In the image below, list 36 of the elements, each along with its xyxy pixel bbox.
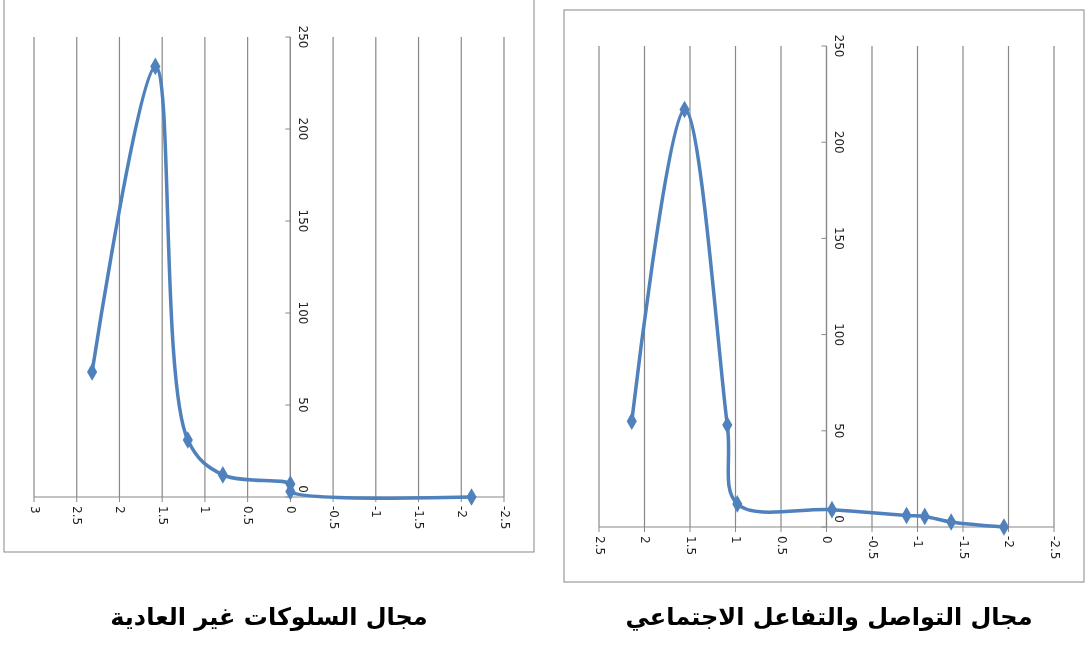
- x-tick-label: 1.5: [683, 536, 698, 556]
- y-tick-label: 50: [295, 397, 310, 413]
- y-tick-label: 100: [832, 323, 846, 347]
- x-tick-label: 2: [638, 536, 652, 544]
- x-tick-label: 1: [198, 506, 213, 514]
- y-tick-label: 0: [295, 485, 310, 493]
- x-tick-label: 2.5: [70, 506, 85, 526]
- x-tick-label: 2: [112, 506, 127, 514]
- x-tick-label: -0.5: [326, 506, 341, 530]
- y-tick-label: 100: [295, 301, 310, 325]
- y-tick-label: 150: [832, 226, 846, 250]
- x-tick-label: -2: [1002, 536, 1016, 548]
- y-tick-label: 150: [295, 209, 310, 233]
- x-tick-label: -2.5: [1047, 536, 1062, 560]
- x-tick-label: -0.5: [865, 536, 880, 560]
- x-tick-label: 3: [27, 506, 42, 514]
- x-tick-label: 0: [820, 536, 834, 544]
- x-tick-label: -1: [369, 506, 384, 518]
- y-tick-label: 50: [832, 423, 846, 439]
- x-tick-label: -1: [911, 536, 925, 548]
- x-tick-label: -1.5: [412, 506, 427, 530]
- x-tick-label: 1.5: [155, 506, 170, 526]
- x-tick-label: 2.5: [592, 536, 607, 556]
- x-tick-label: -2: [454, 506, 469, 518]
- x-tick-label: -1.5: [956, 536, 971, 560]
- text: مجال السلوكات غير العادية: [110, 603, 428, 631]
- x-tick-label: 0: [283, 506, 298, 514]
- x-tick-label: 0.5: [241, 506, 256, 526]
- x-tick-label: 1: [729, 536, 743, 544]
- y-tick-label: 200: [832, 130, 846, 154]
- x-tick-label: -2.5: [497, 506, 512, 530]
- y-tick-label: 250: [832, 34, 846, 58]
- text: مجال التواصل والتفاعل الاجتماعي: [625, 603, 1033, 631]
- y-tick-label: 200: [295, 117, 310, 141]
- y-tick-label: 250: [295, 25, 310, 49]
- x-tick-label: 0.5: [774, 536, 789, 556]
